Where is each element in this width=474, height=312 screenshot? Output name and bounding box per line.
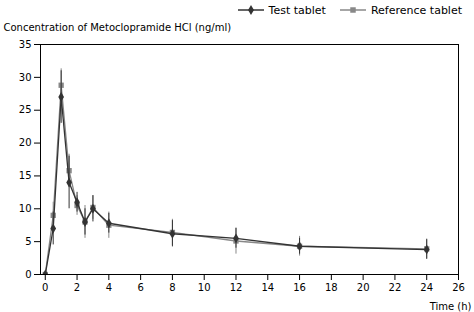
svg-text:26: 26 xyxy=(452,282,465,293)
svg-text:24: 24 xyxy=(420,282,433,293)
svg-text:0: 0 xyxy=(42,282,48,293)
svg-text:18: 18 xyxy=(325,282,338,293)
svg-text:0: 0 xyxy=(25,269,31,280)
svg-text:12: 12 xyxy=(230,282,243,293)
svg-text:20: 20 xyxy=(357,282,370,293)
svg-text:10: 10 xyxy=(198,282,211,293)
svg-text:25: 25 xyxy=(19,104,32,115)
svg-text:Concentration of Metoclopramid: Concentration of Metoclopramide HCl (ng/… xyxy=(4,22,232,33)
svg-text:22: 22 xyxy=(389,282,402,293)
svg-text:2: 2 xyxy=(74,282,80,293)
svg-text:6: 6 xyxy=(137,282,143,293)
svg-text:30: 30 xyxy=(19,72,32,83)
html-text:Reference tablet: Reference tablet xyxy=(370,3,462,17)
svg-text:8: 8 xyxy=(169,282,175,293)
svg-text:14: 14 xyxy=(261,282,274,293)
svg-text:4: 4 xyxy=(106,282,112,293)
svg-text:15: 15 xyxy=(19,170,32,181)
svg-text:5: 5 xyxy=(25,236,31,247)
svg-text:20: 20 xyxy=(19,137,32,148)
svg-text:35: 35 xyxy=(19,39,32,50)
html-text:Test tablet: Test tablet xyxy=(268,3,326,17)
svg-text:Time (h): Time (h) xyxy=(429,301,472,312)
svg-text:16: 16 xyxy=(293,282,306,293)
svg-text:10: 10 xyxy=(19,203,32,214)
